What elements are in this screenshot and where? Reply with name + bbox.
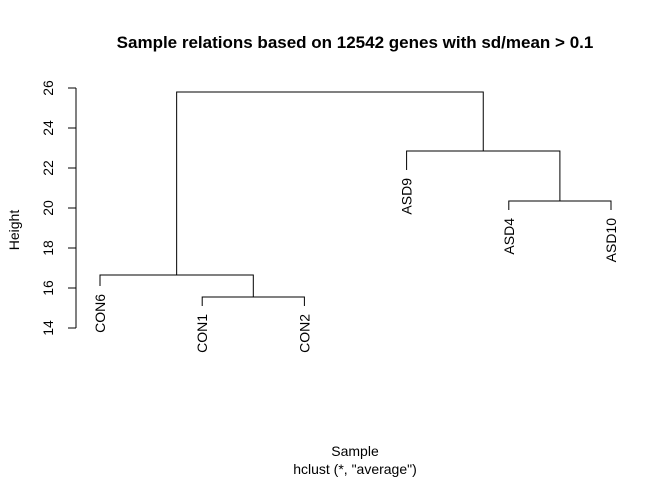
y-tick-label: 22 — [40, 160, 56, 176]
dendrogram-tree — [99, 91, 612, 306]
leaf-label: CON2 — [296, 314, 312, 353]
dendrogram-branch — [99, 274, 254, 297]
leaf-label: ASD10 — [603, 218, 619, 263]
leaf-label: ASD9 — [399, 178, 415, 215]
dendrogram-branch — [201, 296, 305, 306]
y-tick-label: 20 — [40, 200, 56, 216]
leaf-label: CON6 — [92, 294, 108, 333]
leaf-label: CON1 — [194, 314, 210, 353]
dendrogram-branch — [508, 200, 612, 210]
y-tick-label: 24 — [40, 120, 56, 136]
y-tick-label: 18 — [40, 240, 56, 256]
y-tick-label: 16 — [40, 280, 56, 296]
dendrogram-branch — [176, 91, 484, 275]
y-axis: 14 16 18 20 22 24 26 — [40, 80, 77, 336]
dendrogram-branch — [406, 150, 561, 201]
x-axis-label: Sample — [331, 443, 379, 459]
method-sublabel: hclust (*, "average") — [293, 461, 417, 477]
y-axis-label: Height — [6, 210, 22, 251]
leaf-label: ASD4 — [501, 218, 517, 255]
y-tick-label: 26 — [40, 80, 56, 96]
y-tick-label: 14 — [40, 320, 56, 336]
chart-title: Sample relations based on 12542 genes wi… — [117, 33, 594, 52]
leaf-labels: CON6 CON1 CON2 ASD9 ASD4 ASD10 — [92, 178, 619, 353]
